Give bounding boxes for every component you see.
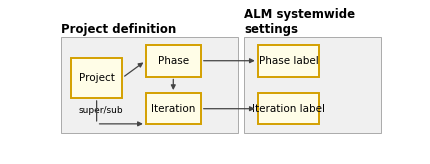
Text: Phase label: Phase label: [258, 56, 318, 66]
Text: ALM systemwide
settings: ALM systemwide settings: [244, 8, 355, 36]
Text: Iteration label: Iteration label: [252, 104, 324, 114]
Text: Project: Project: [78, 73, 114, 83]
FancyBboxPatch shape: [60, 37, 237, 133]
Text: Project definition: Project definition: [60, 23, 175, 36]
Text: Phase: Phase: [157, 56, 188, 66]
FancyBboxPatch shape: [145, 93, 200, 124]
FancyBboxPatch shape: [257, 45, 319, 76]
FancyBboxPatch shape: [257, 93, 319, 124]
Text: Iteration: Iteration: [151, 104, 195, 114]
FancyBboxPatch shape: [244, 37, 381, 133]
FancyBboxPatch shape: [145, 45, 200, 76]
Text: super/sub: super/sub: [79, 106, 123, 114]
FancyBboxPatch shape: [71, 58, 122, 98]
